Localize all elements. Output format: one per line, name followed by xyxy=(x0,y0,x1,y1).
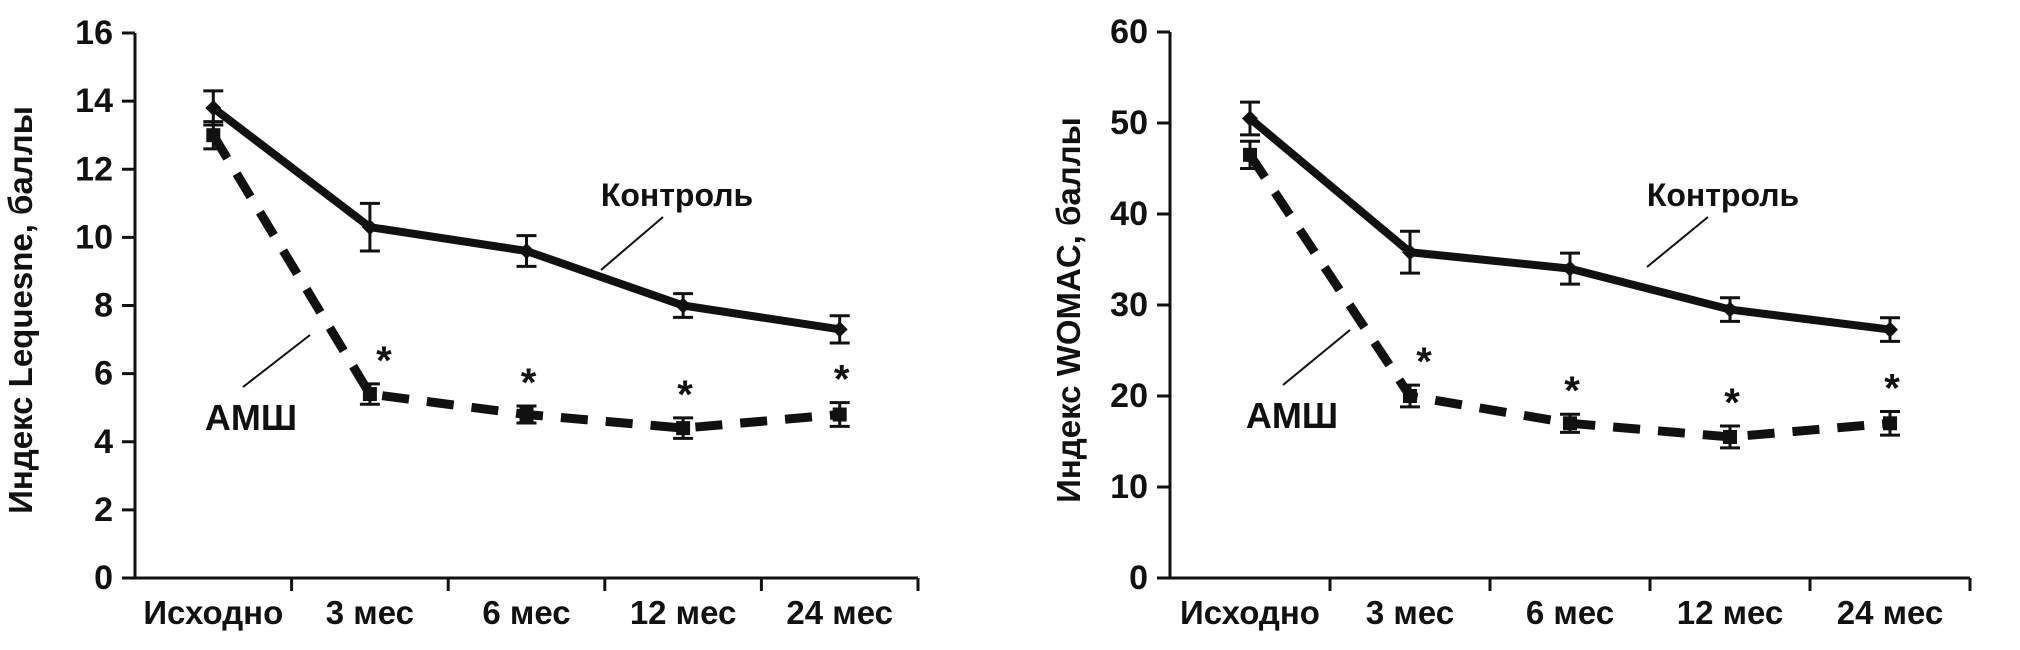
series-label-kontrol: Контроль xyxy=(601,177,753,213)
significance-asterisk: * xyxy=(521,361,537,405)
diamond-marker xyxy=(1562,260,1578,277)
square-marker xyxy=(1883,416,1897,431)
leader-line-amsh xyxy=(1282,329,1351,386)
series-amsh xyxy=(1240,139,1900,450)
series-label-amsh: АМШ xyxy=(205,397,297,438)
significance-asterisk: * xyxy=(1884,366,1900,410)
y-tick-label: 10 xyxy=(75,218,113,256)
axes xyxy=(133,33,918,580)
series-kontrol xyxy=(1240,100,1900,343)
y-tick-label: 10 xyxy=(1110,468,1148,506)
series-kontrol xyxy=(203,89,850,345)
diamond-marker xyxy=(361,219,378,236)
diamond-marker xyxy=(1722,301,1738,318)
diamond-marker xyxy=(831,321,848,338)
y-tick-label: 40 xyxy=(1110,195,1148,233)
square-marker xyxy=(832,407,847,422)
leader-line-amsh xyxy=(242,334,311,388)
y-tick-label: 4 xyxy=(94,423,113,461)
chart-lequesne: 0 2 4 6 8 10 12 14 16 Исходно 3 мес 6 мес 12 мес 24 м… xyxy=(2,14,920,631)
y-tick-label: 16 xyxy=(75,14,113,52)
y-tick-label: 60 xyxy=(1110,13,1148,51)
lequesne-chart-canvas: 0 2 4 6 8 10 12 14 16 Исходно 3 мес 6 мес 12 мес 24 м… xyxy=(2,14,920,631)
x-category-label: 24 мес xyxy=(1837,594,1944,631)
x-category-label: Исходно xyxy=(143,594,283,631)
diamond-marker xyxy=(1242,110,1258,127)
x-category-label: 12 мес xyxy=(630,594,737,631)
y-tick-label: 14 xyxy=(75,82,113,120)
square-marker xyxy=(1723,429,1737,444)
kontrol-line xyxy=(1247,115,1891,334)
y-tick-label: 20 xyxy=(1110,377,1148,415)
square-marker xyxy=(1563,416,1577,431)
square-marker xyxy=(1243,147,1257,162)
series-amsh xyxy=(203,120,850,440)
significance-asterisk: * xyxy=(677,373,693,417)
y-tick-label: 0 xyxy=(1129,559,1148,597)
leader-line-kontrol xyxy=(600,216,664,271)
y-tick-label: 12 xyxy=(75,150,113,188)
x-category-label: Исходно xyxy=(1180,594,1320,631)
x-category-label: 6 мес xyxy=(482,594,570,631)
y-tick-label: 30 xyxy=(1110,286,1148,324)
diamond-marker xyxy=(1402,244,1418,261)
x-category-label: 3 мес xyxy=(1366,594,1454,631)
x-category-label: 6 мес xyxy=(1526,594,1614,631)
significance-asterisk: * xyxy=(1564,369,1580,413)
square-marker xyxy=(676,421,691,436)
y-axis-title: Индекс WOMAC, баллы xyxy=(1050,117,1087,503)
diamond-marker xyxy=(518,243,535,259)
y-tick-label: 8 xyxy=(94,287,113,325)
x-category-label: 24 мес xyxy=(786,594,893,631)
square-marker xyxy=(1403,389,1417,403)
diamond-marker xyxy=(205,99,222,116)
axes xyxy=(1168,32,1970,580)
diamond-marker xyxy=(675,297,692,314)
diamond-marker xyxy=(1882,321,1898,338)
x-category-label: 12 мес xyxy=(1677,594,1784,631)
series-label-kontrol: Контроль xyxy=(1647,177,1799,213)
series-label-amsh: АМШ xyxy=(1246,395,1338,436)
leader-line-kontrol xyxy=(1646,216,1709,268)
significance-asterisk: * xyxy=(1416,340,1432,384)
y-tick-label: 50 xyxy=(1110,104,1148,142)
significance-asterisk: * xyxy=(376,339,392,383)
chart-womac: 0 10 20 30 40 50 60 Исходно 3 мес 6 мес 12 мес 24 м… xyxy=(1010,0,2020,650)
significance-asterisk: * xyxy=(1724,381,1740,425)
y-axis-title: Индекс Lequesne, баллы xyxy=(2,106,39,514)
y-tick-label: 2 xyxy=(94,491,113,529)
significance-asterisk: * xyxy=(834,358,850,402)
square-marker xyxy=(206,128,221,143)
square-marker xyxy=(362,387,377,402)
x-category-label: 3 мес xyxy=(326,594,414,631)
y-tick-label: 0 xyxy=(94,559,113,597)
square-marker xyxy=(519,407,534,422)
y-tick-label: 6 xyxy=(94,355,113,393)
womac-chart-canvas: 0 10 20 30 40 50 60 Исходно 3 мес 6 мес 12 мес 24 м… xyxy=(1050,13,1972,631)
